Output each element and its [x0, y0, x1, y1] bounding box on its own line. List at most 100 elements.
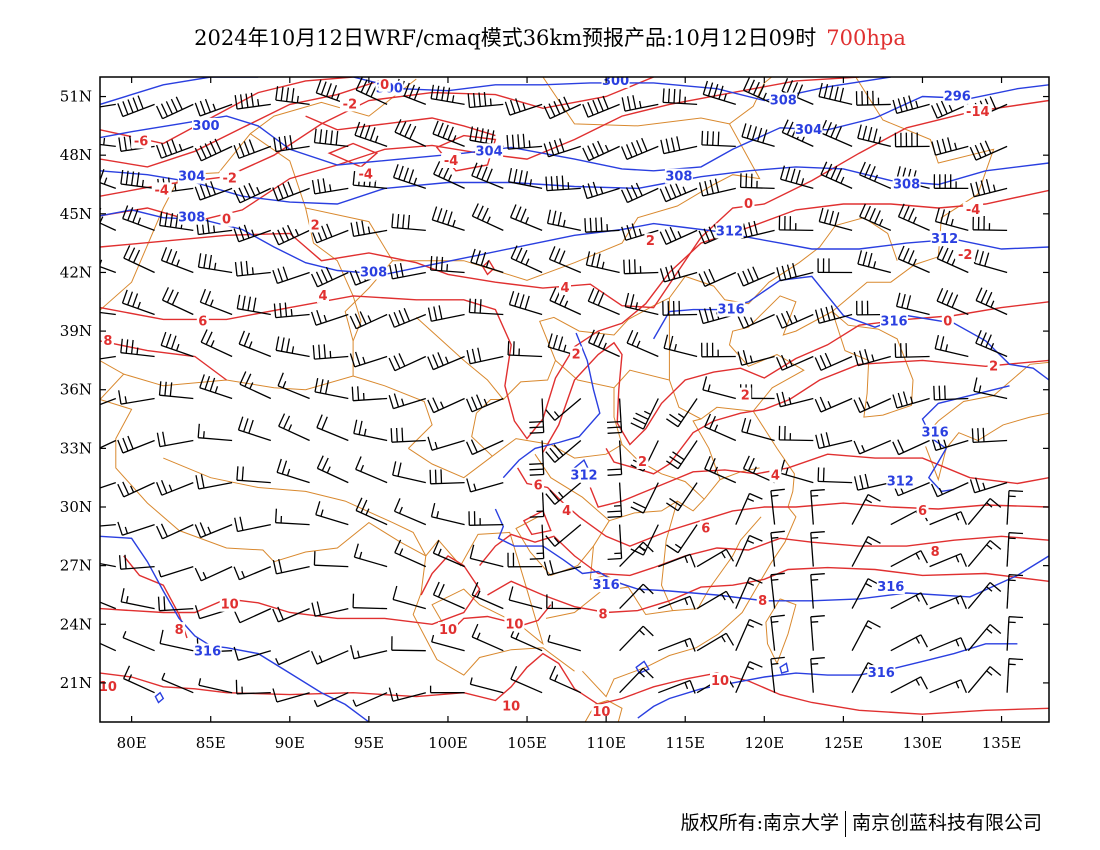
wind-barb-flag — [358, 420, 363, 435]
wind-barb-flag — [483, 92, 487, 107]
wind-barb-staff — [585, 229, 620, 233]
wind-barb-flag — [209, 299, 214, 307]
wind-barb-flag — [233, 566, 241, 580]
wind-barb-flag — [770, 530, 785, 534]
wind-barb-flag — [902, 247, 910, 262]
wind-barb-flag — [684, 640, 689, 648]
wind-barb-flag — [897, 392, 903, 407]
wind-barb-flag — [247, 296, 252, 311]
wind-barb-flag — [248, 139, 255, 153]
wind-barb-flag — [321, 225, 328, 240]
temperature-contour-label-bg — [532, 477, 545, 493]
temperature-contour-label-bg — [739, 387, 752, 403]
wind-barb-flag — [290, 309, 293, 317]
wind-barb-flag — [669, 413, 682, 423]
wind-barb-flag — [743, 77, 750, 91]
wind-barb-flag — [92, 353, 93, 360]
title-text: 2024年10月12日WRF/cmaq模式36km预报产品:10月12日09时 — [194, 26, 817, 50]
wind-barb-flag — [518, 170, 523, 185]
wind-barb-flag — [204, 98, 212, 113]
wind-barb-flag — [474, 127, 479, 142]
temperature-contour-label: 2 — [311, 219, 320, 234]
temperature-contour-label-bg — [963, 201, 984, 217]
wind-barb-flag — [320, 509, 324, 517]
wind-barb-staff — [967, 540, 991, 568]
wind-barb-flag — [623, 259, 626, 274]
wind-barb-flag — [349, 353, 356, 368]
wind-barb-flag — [171, 139, 178, 153]
wind-barb-staff — [510, 636, 543, 652]
wind-barb-flag — [245, 260, 249, 275]
wind-barb-flag — [272, 688, 278, 703]
wind-barb-flag — [664, 229, 672, 243]
wind-barb-flag — [902, 391, 909, 406]
wind-barb-flag — [398, 165, 404, 180]
wind-barb-flag — [87, 485, 89, 492]
wind-barb-flag — [945, 210, 951, 225]
border-line — [1048, 269, 1049, 273]
wind-barb-flag — [703, 308, 709, 323]
wind-barb-flag — [451, 95, 455, 103]
wind-barb-flag — [632, 417, 647, 425]
wind-barb-flag — [468, 298, 471, 313]
wind-barb-flag — [563, 96, 571, 110]
wind-barb-flag — [313, 551, 316, 566]
temperature-contour-label-bg — [929, 544, 942, 559]
wind-barb-flag — [435, 256, 438, 271]
wind-barb-flag — [980, 289, 988, 303]
wind-barb-flag — [597, 333, 605, 348]
wind-barb-flag — [313, 128, 317, 143]
wind-barb-flag — [238, 187, 246, 201]
wind-barb-flag — [476, 590, 481, 598]
wind-barb-staff — [200, 523, 233, 539]
wind-barb-flag — [279, 303, 282, 318]
wind-barb-flag — [197, 253, 202, 268]
wind-barb-staff — [471, 636, 504, 652]
wind-barb-staff — [236, 692, 271, 695]
wind-barb-flag — [277, 268, 284, 282]
wind-barb-staff — [548, 145, 581, 158]
wind-barb-flag — [824, 352, 832, 367]
wind-barb-flag — [359, 551, 363, 559]
wind-barb-staff — [394, 552, 427, 568]
lon-tick-label: 85E — [196, 734, 226, 752]
wind-barb-flag — [592, 181, 599, 196]
wind-barb-staff — [859, 397, 892, 414]
wind-barb-flag — [520, 208, 527, 222]
wind-barb-flag — [933, 385, 936, 400]
wind-barb-flag — [629, 294, 635, 309]
wind-barb-flag — [529, 515, 544, 518]
wind-barb-flag — [825, 432, 831, 447]
wind-barb-flag — [915, 100, 919, 108]
temperature-contour-label: 10 — [502, 699, 520, 714]
wind-barb-staff — [432, 355, 465, 371]
wind-barb-flag — [635, 412, 649, 420]
wind-barb-flag — [130, 339, 134, 354]
wind-barb-flag — [94, 167, 99, 180]
height-contour-label-bg — [475, 143, 504, 159]
wind-barb-flag — [86, 347, 88, 361]
wind-barb-flag — [665, 138, 670, 153]
wind-barb-staff — [120, 183, 155, 190]
wind-barb-flag — [529, 557, 544, 560]
wind-barb-staff — [624, 271, 659, 275]
wind-barb-flag — [441, 209, 448, 224]
wind-barb-flag — [992, 184, 996, 192]
temperature-contour-label: 4 — [560, 281, 569, 296]
height-contour-label-bg — [769, 92, 798, 108]
wind-barb-flag — [878, 136, 882, 144]
wind-barb-flag — [545, 176, 548, 191]
wind-barb-flag — [249, 382, 254, 390]
temperature-contour-label-bg — [151, 182, 172, 198]
wind-barb-flag — [556, 175, 559, 190]
wind-barb-flag — [748, 79, 755, 93]
wind-barb-flag — [750, 317, 754, 325]
wind-barb-flag — [749, 618, 763, 626]
wind-barb-flag — [747, 497, 755, 502]
height-contour-label: 316 — [593, 578, 620, 593]
wind-barb-staff — [353, 184, 388, 190]
wind-barb-flag — [592, 143, 600, 157]
wind-barb-flag — [156, 105, 164, 119]
wind-barb-flag — [324, 129, 328, 144]
